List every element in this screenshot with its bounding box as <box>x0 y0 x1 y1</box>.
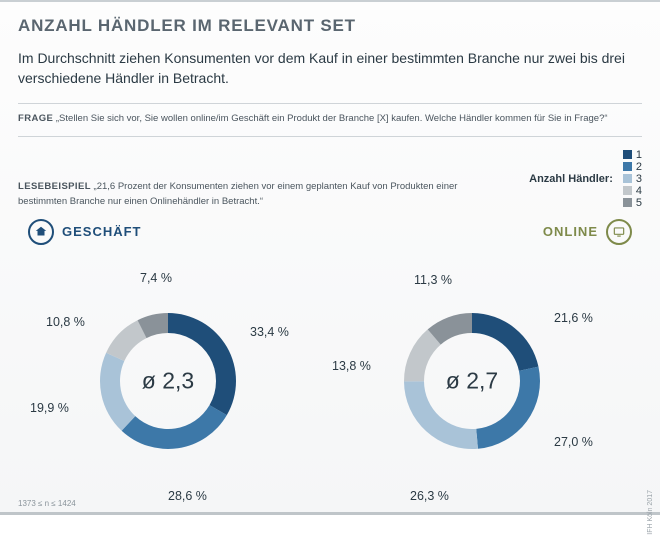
legend: Anzahl Händler: 12345 <box>529 149 642 209</box>
donut-right: ø 2,7 21,6 % 27,0 % 26,3 % 13,8 % 11,3 % <box>332 251 612 511</box>
legend-title: Anzahl Händler: <box>529 173 613 185</box>
legend-item: 2 <box>623 161 642 173</box>
frage-line: FRAGE „Stellen Sie sich vor, Sie wollen … <box>18 112 642 126</box>
chart-heading-right-label: ONLINE <box>543 224 598 239</box>
legend-swatch <box>623 198 632 207</box>
divider <box>18 103 642 104</box>
chart-heading-right: ONLINE <box>332 219 632 245</box>
frage-label: FRAGE <box>18 113 53 124</box>
footer-note: 1373 ≤ n ≤ 1424 <box>18 499 76 508</box>
charts-row: GESCHÄFT ø 2,3 33,4 % 28,6 % 19,9 % 10,8 % 7… <box>18 219 642 511</box>
chart-online: ONLINE ø 2,7 21,6 % 27,0 % 26,3 % 13,8 % 11,… <box>332 219 632 511</box>
legend-swatch <box>623 174 632 183</box>
slice-label: 7,4 % <box>140 271 172 285</box>
subtitle: Im Durchschnitt ziehen Konsumenten vor d… <box>18 48 642 89</box>
legend-number: 5 <box>636 197 642 209</box>
shop-icon <box>28 219 54 245</box>
page-title: ANZAHL HÄNDLER IM RELEVANT SET <box>18 16 642 36</box>
side-note: IFH Köln 2017 <box>647 490 654 535</box>
donut-slice <box>168 313 236 415</box>
legend-item: 5 <box>623 197 642 209</box>
slice-label: 11,3 % <box>414 273 452 287</box>
frage-text: „Stellen Sie sich vor, Sie wollen online… <box>56 113 608 124</box>
donut-left: ø 2,3 33,4 % 28,6 % 19,9 % 10,8 % 7,4 % <box>28 251 308 511</box>
donut-slice <box>106 320 146 361</box>
donut-slice <box>472 313 538 371</box>
legend-item: 3 <box>623 173 642 185</box>
monitor-icon <box>606 219 632 245</box>
divider <box>18 136 642 137</box>
chart-geschaeft: GESCHÄFT ø 2,3 33,4 % 28,6 % 19,9 % 10,8 % 7… <box>28 219 328 511</box>
beispiel-label: LESEBEISPIEL <box>18 181 91 192</box>
slice-label: 21,6 % <box>554 311 593 325</box>
legend-number: 2 <box>636 161 642 173</box>
legend-number: 3 <box>636 173 642 185</box>
slice-label: 13,8 % <box>332 359 371 373</box>
chart-heading-left-label: GESCHÄFT <box>62 224 142 239</box>
legend-number: 4 <box>636 185 642 197</box>
legend-item: 4 <box>623 185 642 197</box>
legend-number: 1 <box>636 149 642 161</box>
slice-label: 28,6 % <box>168 489 207 503</box>
beispiel-line: LESEBEISPIEL „21,6 Prozent der Konsument… <box>18 180 509 209</box>
legend-swatch <box>623 186 632 195</box>
center-value-right: ø 2,7 <box>446 367 498 394</box>
chart-heading-left: GESCHÄFT <box>28 219 328 245</box>
slice-label: 27,0 % <box>554 435 593 449</box>
center-value-left: ø 2,3 <box>142 367 194 394</box>
slice-label: 10,8 % <box>46 315 85 329</box>
legend-swatch <box>623 150 632 159</box>
legend-swatch <box>623 162 632 171</box>
slice-label: 26,3 % <box>410 489 449 503</box>
infographic-container: ANZAHL HÄNDLER IM RELEVANT SET Im Durchs… <box>0 0 660 515</box>
legend-item: 1 <box>623 149 642 161</box>
donut-slice <box>100 353 135 431</box>
slice-label: 19,9 % <box>30 401 69 415</box>
slice-label: 33,4 % <box>250 325 289 339</box>
donut-slice <box>122 405 227 449</box>
